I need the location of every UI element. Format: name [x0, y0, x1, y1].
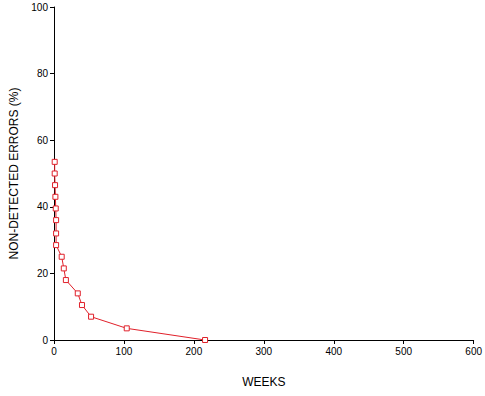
svg-text:40: 40 [37, 201, 49, 212]
svg-text:NON-DETECTED ERRORS (%): NON-DETECTED ERRORS (%) [7, 87, 21, 259]
svg-text:600: 600 [465, 346, 482, 357]
svg-text:300: 300 [255, 346, 272, 357]
svg-text:0: 0 [42, 335, 48, 346]
svg-text:100: 100 [31, 2, 48, 13]
svg-text:WEEKS: WEEKS [242, 375, 285, 389]
svg-text:80: 80 [37, 68, 49, 79]
svg-text:60: 60 [37, 135, 49, 146]
svg-text:0: 0 [51, 346, 57, 357]
svg-text:100: 100 [116, 346, 133, 357]
svg-text:20: 20 [37, 268, 49, 279]
svg-text:500: 500 [395, 346, 412, 357]
svg-text:200: 200 [186, 346, 203, 357]
svg-text:400: 400 [325, 346, 342, 357]
